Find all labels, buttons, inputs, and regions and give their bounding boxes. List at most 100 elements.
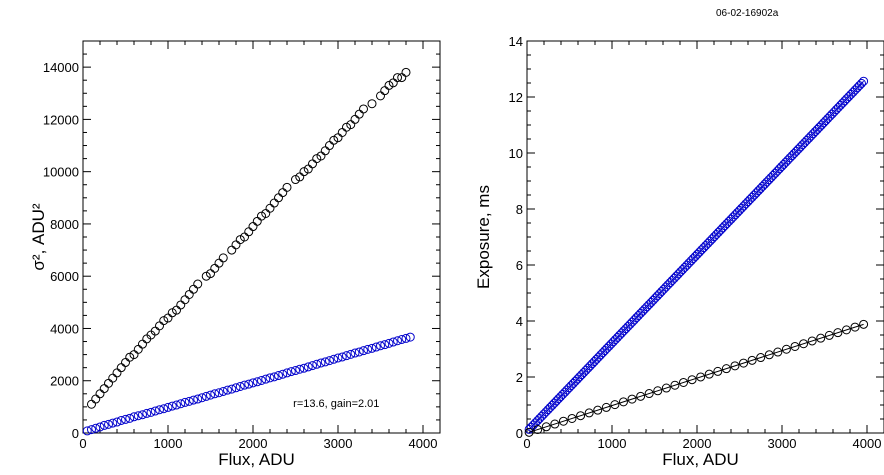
data-point [764,350,774,360]
data-point [142,408,152,418]
x-tick-label: 4000 [409,436,438,451]
data-point [533,425,543,435]
data-point [859,76,869,86]
data-point [193,394,203,404]
data-point [261,374,271,384]
data-point [584,408,594,418]
y-tick-label: 14000 [43,60,79,75]
data-point [644,389,654,399]
data-point [155,405,164,415]
data-point [337,127,347,137]
data-point [781,344,791,354]
data-point [121,357,130,367]
data-point [363,344,373,354]
data-point [325,141,334,151]
data-point [146,407,156,417]
data-point [116,363,126,373]
data-point [359,104,368,114]
data-point [721,364,731,374]
data-point [850,322,860,332]
data-point [841,325,851,335]
data-point [661,383,671,393]
data-point [627,394,637,404]
data-point [397,334,407,344]
data-point [91,423,101,433]
y-tick-label: 0 [516,426,523,441]
y-tick-label: 2000 [50,374,79,389]
data-point [248,378,258,388]
y-tick-label: 6000 [50,269,79,284]
data-point [244,227,254,237]
data-point [401,67,411,77]
data-point [286,367,296,377]
data-point [833,328,843,338]
data-point [653,386,663,396]
data-point [129,412,139,422]
data-point [747,355,757,365]
data-point [312,359,322,369]
data-point [696,372,706,382]
data-point [388,337,398,347]
figure-id-label: 06-02-16902a [716,8,779,19]
right-chart-panel: 0 1000 2000 3000 4000 0 2 4 6 8 10 12 14 Flux, ADU Exp… [474,34,884,469]
data-point [333,353,343,363]
data-point [610,400,620,410]
data-point [859,319,869,329]
data-point [601,402,611,412]
data-point [756,353,766,363]
data-point [121,414,130,424]
data-point [265,373,275,383]
data-point [189,284,198,294]
data-point [308,159,317,169]
y-tick-label: 12 [509,90,523,105]
data-point [231,240,241,250]
data-point [393,336,402,346]
data-point [299,363,309,373]
data-point [138,410,147,420]
data-point [180,397,190,407]
data-point [670,380,680,390]
data-point [799,339,809,349]
fit-line [528,323,864,433]
data-point [133,344,143,354]
data-point [269,198,279,208]
data-point [252,377,262,387]
y-tick-label: 8 [516,202,523,217]
y-tick-label: 12000 [43,112,79,127]
data-point [104,378,113,388]
data-point [95,389,105,399]
data-point [112,417,122,427]
left-chart-panel: 0 1000 2000 3000 4000 0 2000 4000 6000 8000 10000 1… [29,40,441,469]
data-point [176,300,186,310]
data-point [248,222,258,232]
data-point [541,422,551,432]
y-tick-label: 6 [516,258,523,273]
data-point [739,358,749,368]
data-point [342,351,351,361]
data-point [274,193,283,203]
data-point [218,386,228,396]
data-point [214,388,224,398]
data-point [138,339,147,349]
data-point [291,366,300,376]
y-tick-label: 4 [516,314,523,329]
y-tick-label: 2 [516,370,523,385]
data-point [265,203,275,213]
data-point [210,389,220,399]
data-point [618,397,628,407]
data-point [371,342,381,352]
data-point [150,406,160,416]
data-point [112,368,122,378]
x-axis-label: Flux, ADU [218,450,295,469]
data-point [99,420,109,430]
data-point [730,361,740,371]
fit-line [528,80,864,430]
data-point [816,333,826,343]
data-point [405,332,415,342]
x-tick-label: 3000 [324,436,353,451]
data-point [227,384,237,394]
data-point [231,383,241,393]
y-axis-label: σ², ADU² [29,203,48,270]
data-point [163,402,173,412]
